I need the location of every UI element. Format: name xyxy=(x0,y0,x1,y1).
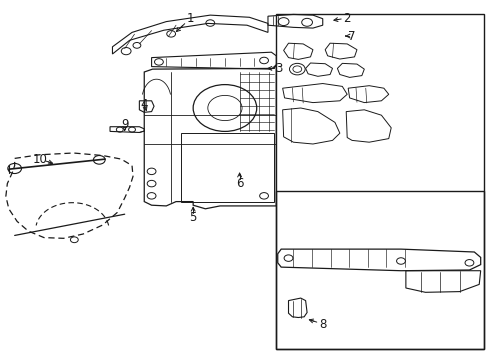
Text: 4: 4 xyxy=(140,98,148,111)
Bar xyxy=(276,14,483,349)
Text: 9: 9 xyxy=(121,118,128,131)
Text: 3: 3 xyxy=(274,62,282,75)
Text: 2: 2 xyxy=(343,12,350,24)
Text: 10: 10 xyxy=(33,153,47,166)
Text: 5: 5 xyxy=(189,211,197,224)
Text: 7: 7 xyxy=(347,30,355,42)
Text: 6: 6 xyxy=(235,177,243,190)
Bar xyxy=(276,191,483,349)
Text: 1: 1 xyxy=(186,12,194,24)
Text: 8: 8 xyxy=(318,318,326,330)
